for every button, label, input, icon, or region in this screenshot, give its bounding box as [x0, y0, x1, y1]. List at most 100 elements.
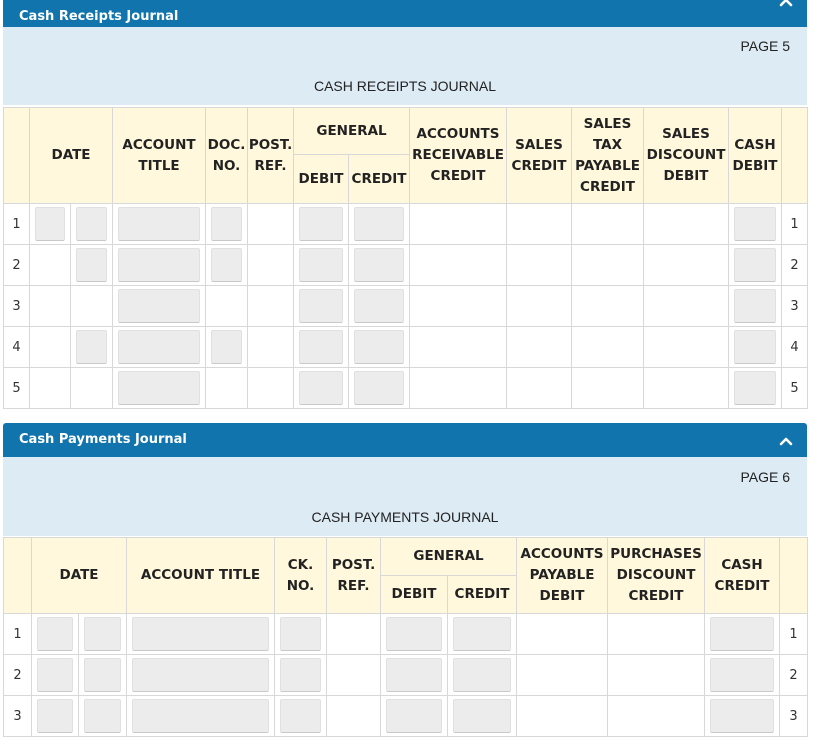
sales-credit-cell [506, 203, 573, 245]
account-title-input[interactable] [132, 617, 270, 651]
date-month-input[interactable] [37, 658, 73, 692]
doc-no-input[interactable] [211, 248, 243, 282]
header-post-ref: POST. REF. [326, 537, 382, 614]
ck-no-input[interactable] [280, 658, 322, 692]
accounts-payable-cell [516, 613, 609, 655]
cash-debit-input[interactable] [734, 248, 777, 282]
date-month-input[interactable] [35, 207, 65, 241]
general-credit-input[interactable] [354, 330, 405, 364]
cash-payments-panel-body: PAGE 6 CASH PAYMENTS JOURNAL [3, 457, 807, 536]
header-sales-credit: SALES CREDIT [506, 107, 573, 204]
row-number: 5 [3, 367, 30, 409]
row-number: 1 [779, 613, 809, 655]
cash-debit-input[interactable] [734, 330, 777, 364]
row-number: 4 [781, 326, 809, 368]
ck-no-input[interactable] [280, 617, 322, 651]
general-debit-input[interactable] [299, 248, 344, 282]
table-row: 5 5 [3, 367, 809, 409]
date-day-cell [69, 367, 114, 409]
account-title-input[interactable] [132, 699, 270, 733]
date-day-input[interactable] [84, 617, 122, 651]
account-title-input[interactable] [118, 248, 201, 282]
header-post-ref: POST. REF. [247, 107, 295, 204]
row-number: 2 [3, 654, 32, 696]
cash-debit-input[interactable] [734, 289, 777, 323]
row-number: 3 [3, 695, 32, 737]
cash-debit-input[interactable] [734, 207, 777, 241]
row-number: 1 [3, 613, 32, 655]
doc-no-input[interactable] [211, 207, 243, 241]
general-debit-input[interactable] [386, 699, 443, 733]
date-month-input[interactable] [37, 699, 73, 733]
date-day-input[interactable] [84, 699, 122, 733]
date-day-input[interactable] [84, 658, 122, 692]
post-ref-cell [247, 244, 295, 286]
table-row: 4 4 [3, 326, 809, 368]
account-title-input[interactable] [118, 330, 201, 364]
date-day-input[interactable] [76, 248, 108, 282]
header-cash-debit: CASH DEBIT [728, 107, 783, 204]
header-blank-left [3, 537, 32, 614]
general-credit-input[interactable] [453, 617, 512, 651]
cash-receipts-panel-body: PAGE 5 CASH RECEIPTS JOURNAL [3, 27, 807, 105]
table-row: 2 2 [3, 244, 809, 286]
general-debit-input[interactable] [299, 371, 344, 405]
header-sales-tax-payable-credit: SALES TAX PAYABLE CREDIT [571, 107, 645, 204]
account-title-input[interactable] [132, 658, 270, 692]
sales-discount-cell [643, 203, 730, 245]
account-title-input[interactable] [118, 207, 201, 241]
chevron-up-icon[interactable] [777, 0, 795, 12]
general-credit-input[interactable] [453, 658, 512, 692]
header-blank-left [3, 107, 30, 204]
row-number: 1 [781, 203, 809, 245]
cash-credit-input[interactable] [710, 658, 775, 692]
accounts-receivable-cell [409, 367, 508, 409]
cash-credit-input[interactable] [710, 617, 775, 651]
table-row: 3 3 [3, 695, 809, 737]
general-credit-input[interactable] [354, 371, 405, 405]
sales-tax-cell [571, 367, 645, 409]
row-number: 3 [779, 695, 809, 737]
general-debit-input[interactable] [386, 658, 443, 692]
general-credit-input[interactable] [453, 699, 512, 733]
header-account-title: ACCOUNT TITLE [126, 537, 276, 614]
header-blank-right [779, 537, 809, 614]
table-row: 2 2 [3, 654, 809, 696]
date-month-input[interactable] [37, 617, 73, 651]
sales-discount-cell [643, 244, 730, 286]
doc-no-input[interactable] [211, 330, 243, 364]
chevron-up-icon[interactable] [777, 432, 795, 450]
header-sales-discount-debit: SALES DISCOUNT DEBIT [643, 107, 730, 204]
cash-debit-input[interactable] [734, 371, 777, 405]
account-title-input[interactable] [118, 371, 201, 405]
general-debit-input[interactable] [386, 617, 443, 651]
general-credit-input[interactable] [354, 207, 405, 241]
date-day-input[interactable] [76, 330, 108, 364]
journal-title: CASH RECEIPTS JOURNAL [313, 78, 497, 94]
header-date: DATE [30, 537, 128, 614]
general-debit-input[interactable] [299, 289, 344, 323]
date-day-cell [69, 285, 114, 327]
account-title-input[interactable] [118, 289, 201, 323]
sales-credit-cell [506, 244, 573, 286]
cash-payments-panel-header[interactable]: Cash Payments Journal [3, 423, 807, 457]
date-day-input[interactable] [76, 207, 108, 241]
general-credit-input[interactable] [354, 248, 405, 282]
header-cash-credit: CASH CREDIT [704, 537, 781, 614]
post-ref-cell [247, 285, 295, 327]
doc-no-cell [205, 285, 249, 327]
general-debit-input[interactable] [299, 207, 344, 241]
general-credit-input[interactable] [354, 289, 405, 323]
post-ref-cell [326, 654, 382, 696]
sales-discount-cell [643, 367, 730, 409]
date-month-cell [29, 244, 71, 286]
ck-no-input[interactable] [280, 699, 322, 733]
sales-tax-cell [571, 326, 645, 368]
cash-payments-panel-title: Cash Payments Journal [19, 432, 187, 447]
cash-receipts-panel-header[interactable]: Cash Receipts Journal [3, 0, 807, 27]
sales-credit-cell [506, 285, 573, 327]
accounts-receivable-cell [409, 203, 508, 245]
header-purchases-discount-credit: PURCHASES DISCOUNT CREDIT [607, 537, 706, 614]
cash-credit-input[interactable] [710, 699, 775, 733]
general-debit-input[interactable] [299, 330, 344, 364]
